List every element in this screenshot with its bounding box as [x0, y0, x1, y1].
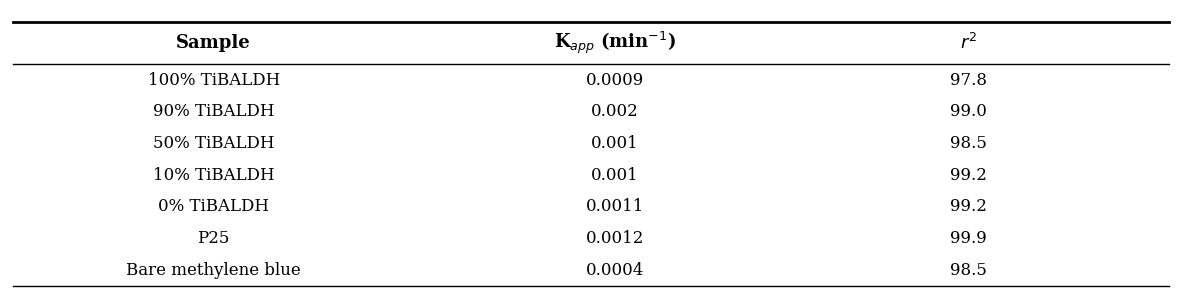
Text: 0.001: 0.001	[591, 167, 638, 184]
Text: 99.2: 99.2	[950, 198, 987, 215]
Text: 10% TiBALDH: 10% TiBALDH	[152, 167, 274, 184]
Text: 90% TiBALDH: 90% TiBALDH	[152, 103, 274, 120]
Text: 0.0012: 0.0012	[585, 230, 644, 247]
Text: 50% TiBALDH: 50% TiBALDH	[152, 135, 274, 152]
Text: 100% TiBALDH: 100% TiBALDH	[148, 72, 280, 89]
Text: 99.2: 99.2	[950, 167, 987, 184]
Text: P25: P25	[197, 230, 229, 247]
Text: 98.5: 98.5	[950, 135, 987, 152]
Text: 0.002: 0.002	[591, 103, 638, 120]
Text: 99.9: 99.9	[950, 230, 987, 247]
Text: 99.0: 99.0	[950, 103, 987, 120]
Text: 0.001: 0.001	[591, 135, 638, 152]
Text: Sample: Sample	[176, 34, 251, 52]
Text: 0.0004: 0.0004	[585, 261, 644, 279]
Text: Bare methylene blue: Bare methylene blue	[126, 261, 301, 279]
Text: 0% TiBALDH: 0% TiBALDH	[158, 198, 269, 215]
Text: 0.0011: 0.0011	[585, 198, 644, 215]
Text: K$_{app}$ (min$^{-1}$): K$_{app}$ (min$^{-1}$)	[553, 30, 675, 56]
Text: 97.8: 97.8	[950, 72, 987, 89]
Text: 0.0009: 0.0009	[585, 72, 644, 89]
Text: 98.5: 98.5	[950, 261, 987, 279]
Text: $r^{2}$: $r^{2}$	[960, 33, 976, 53]
